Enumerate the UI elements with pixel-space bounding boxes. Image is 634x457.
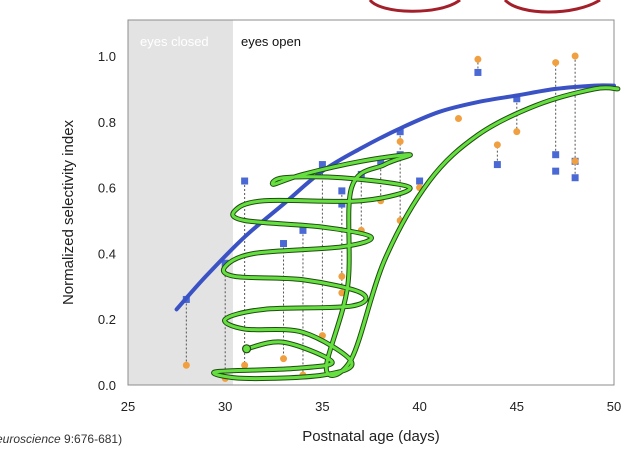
x-tick-label-2: 35 [315,399,329,414]
square-point-12 [416,177,424,185]
trend-line-layer [174,83,616,312]
circle-point-0 [182,361,190,369]
x-tick-label-4: 45 [510,399,524,414]
y-tick-label-0: 0.0 [98,378,116,393]
y-tick-label-3: 0.6 [98,181,116,196]
square-point-3 [280,240,288,248]
square-point-17 [552,167,560,175]
circle-point-2 [241,361,249,369]
circle-point-14 [474,55,482,63]
y-tick-label-2: 0.4 [98,246,116,261]
circle-point-6 [338,289,346,297]
square-point-9 [377,157,385,165]
annotation-start-dot [241,344,252,354]
square-point-4 [299,226,307,234]
square-point-11 [396,128,404,136]
region-label-eyes-open: eyes open [241,34,301,49]
square-point-5 [318,161,326,169]
square-point-7 [338,200,346,208]
top-decoration-arc-right [503,0,601,14]
top-decoration-arc-left [368,0,461,13]
regions-layer [128,20,614,385]
square-point-19 [571,174,579,182]
x-tick-label-0: 25 [121,399,135,414]
square-point-2 [241,177,249,185]
circle-point-18 [571,157,579,165]
circle-point-3 [280,355,288,363]
y-axis-label: Normalized selectivity index [60,119,77,305]
axis-ticks: 25 30 35 40 45 50 0.0 0.2 0.4 0.6 0.8 1.0 [98,49,621,414]
square-point-14 [493,161,501,169]
citation-journal: euroscience [0,432,61,446]
y-tick-label-4: 0.8 [98,115,116,130]
circle-point-17 [552,59,560,67]
x-tick-label-3: 40 [412,399,426,414]
x-axis-label: Postnatal age (days) [302,428,440,445]
square-point-16 [552,151,560,159]
circle-point-13 [454,115,462,123]
circle-point-19 [571,52,579,60]
circle-point-11 [396,138,404,146]
square-point-6 [338,187,346,195]
circle-point-15 [493,141,501,149]
y-tick-label-1: 0.2 [98,312,116,327]
y-tick-label-5: 1.0 [98,49,116,64]
annotation-curve [212,86,620,381]
plot-frame [127,19,615,386]
square-point-15 [513,95,521,103]
circle-point-16 [513,128,521,136]
plot-border [127,19,615,386]
x-tick-label-1: 30 [218,399,232,414]
region-0 [128,20,233,385]
trend-line [174,83,616,312]
square-point-13 [474,68,482,76]
region-label-eyes-closed: eyes closed [140,34,209,49]
x-tick-label-5: 50 [607,399,621,414]
citation-volume: 9:676-681) [61,432,122,446]
annotation-layer [211,85,621,382]
citation: euroscience 9:676-681) [0,432,122,446]
circle-point-7 [338,272,346,280]
